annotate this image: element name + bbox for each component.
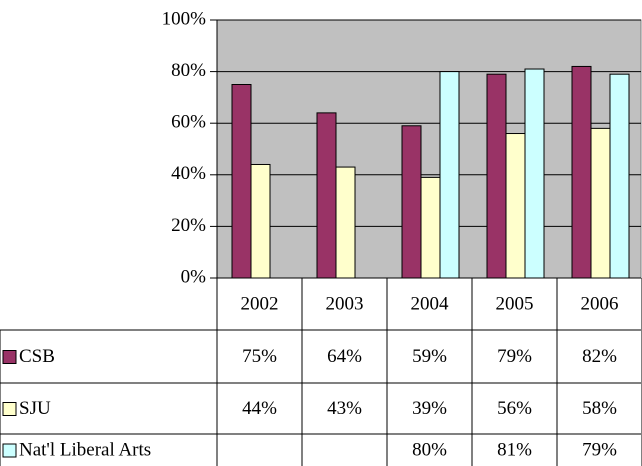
legend-key [2, 350, 17, 364]
table-cell: 80% [412, 439, 447, 460]
x-tick-label: 2005 [496, 293, 534, 314]
x-tick-label: 2006 [581, 293, 619, 314]
legend-key [2, 443, 17, 458]
table-cell: 75% [242, 346, 277, 367]
legend-label: Nat'l Liberal Arts [19, 439, 151, 460]
y-tick-label: 40% [171, 163, 206, 184]
bar [571, 65, 592, 279]
table-cell: 79% [582, 439, 617, 460]
bar [420, 176, 441, 279]
x-tick-label: 2002 [241, 293, 279, 314]
bar [250, 163, 271, 279]
y-tick-label: 100% [162, 8, 207, 29]
y-tick-label: 0% [181, 266, 207, 287]
legend-label: SJU [19, 398, 51, 419]
table-cell: 43% [327, 398, 362, 419]
bar [590, 127, 611, 279]
bar [486, 73, 507, 279]
legend-label: CSB [19, 346, 55, 367]
table-cell: 79% [497, 346, 532, 367]
x-tick-label: 2004 [411, 293, 450, 314]
bar [524, 68, 545, 279]
x-tick-label: 2003 [326, 293, 364, 314]
table-cell: 82% [582, 346, 617, 367]
y-tick-label: 20% [171, 215, 206, 236]
bar [505, 133, 526, 279]
table-cell: 39% [412, 398, 447, 419]
bar [439, 71, 460, 279]
bar [401, 125, 422, 279]
table-cell: 58% [582, 398, 617, 419]
y-tick-label: 60% [171, 112, 206, 133]
table-cell: 44% [242, 398, 277, 419]
bar [335, 166, 356, 279]
bar [609, 73, 630, 279]
table-cell: 56% [497, 398, 532, 419]
table-cell: 59% [412, 346, 447, 367]
bar [316, 112, 337, 279]
table-cell: 64% [327, 346, 362, 367]
legend-key [2, 402, 17, 416]
y-tick-label: 80% [171, 60, 206, 81]
table-cell: 81% [497, 439, 532, 460]
bar [231, 84, 252, 279]
